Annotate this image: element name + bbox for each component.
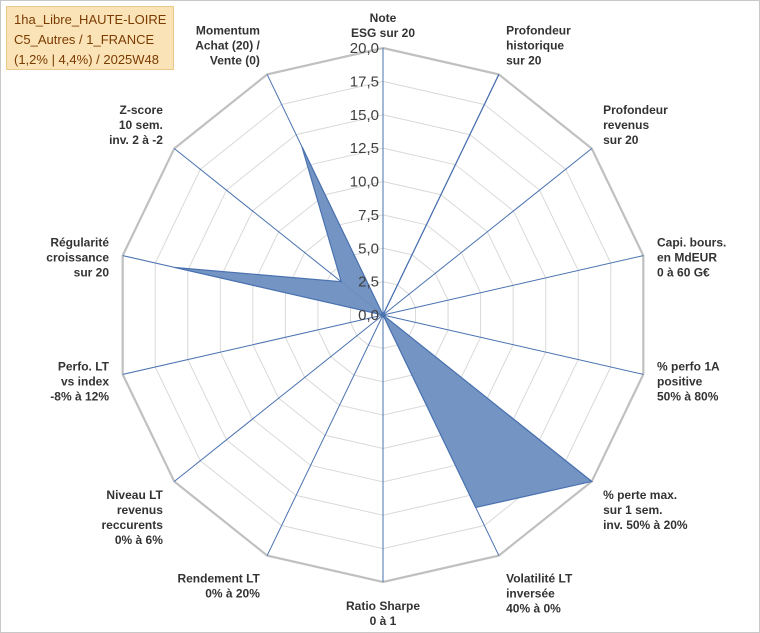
axis-label: % perte max. sur 1 sem. inv. 50% à 20%	[603, 488, 688, 532]
axis-label-line: revenus	[603, 118, 649, 132]
tick-label: 20,0	[350, 40, 379, 57]
tick-label: 15,0	[350, 107, 379, 124]
axis-labels: Note ESG sur 20 Profondeur historique sur 20…	[46, 11, 726, 628]
axis-label-line: 40% à 0%	[506, 601, 561, 615]
info-line-2: C5_Autres / 1_FRANCE	[14, 32, 155, 47]
tick-labels: 0,0 2,5 5,0 7,5 10,0 12,5 15,0 17,5 20,0	[350, 40, 379, 324]
tick-label: 5,0	[358, 240, 379, 257]
axis-label-line: en MdEUR	[657, 250, 717, 264]
axis-label-line: Perfo. LT	[58, 360, 110, 374]
axis-label-line: 0% à 20%	[205, 586, 260, 600]
axis-label: Z-score 10 sem. inv. 2 à -2	[109, 103, 163, 147]
axis-label-line: % perfo 1A	[657, 360, 720, 374]
axis-label-line: Vente (0)	[210, 54, 260, 68]
axis-label-line: positive	[657, 375, 703, 389]
axis-label-line: Profondeur	[506, 24, 571, 38]
axis-label-line: reccurents	[102, 518, 164, 532]
axis-label-line: ESG sur 20	[351, 26, 415, 40]
info-line-1: 1ha_Libre_HAUTE-LOIRE	[14, 12, 167, 27]
axis-label: Momentum Achat (20) / Vente (0)	[195, 24, 260, 68]
axis-label-line: sur 1 sem.	[603, 503, 662, 517]
tick-label: 10,0	[350, 174, 379, 191]
axis-label: Régularité croissance sur 20	[46, 235, 109, 279]
axis-label: Capi. bours. en MdEUR 0 à 60 G€	[657, 235, 726, 279]
axis-label-line: Achat (20) /	[195, 39, 260, 53]
axis-label-line: 50% à 80%	[657, 390, 719, 404]
axis-label-line: inv. 2 à -2	[109, 133, 163, 147]
axis-spoke	[382, 314, 644, 375]
axis-label: Rendement LT 0% à 20%	[177, 571, 260, 600]
axis-label: Note ESG sur 20	[351, 11, 415, 40]
axis-spoke	[382, 255, 644, 316]
axis-label: Ratio Sharpe 0 à 1	[346, 599, 420, 628]
axis-label-line: Régularité	[50, 235, 109, 249]
axis-label-line: sur 20	[603, 133, 639, 147]
axis-label-line: vs index	[61, 375, 109, 389]
axis-label-line: 0 à 60 G€	[657, 265, 710, 279]
axis-label-line: 0 à 1	[370, 614, 397, 628]
axis-label-line: 10 sem.	[119, 118, 163, 132]
axis-label-line: -8% à 12%	[50, 390, 109, 404]
axis-spoke	[382, 148, 593, 316]
axis-label-line: Capi. bours.	[657, 235, 726, 249]
axis-label-line: croissance	[46, 250, 109, 264]
axis-label-line: Volatilité LT	[506, 571, 573, 585]
axis-label-line: Note	[370, 11, 397, 25]
axis-label-line: sur 20	[74, 265, 110, 279]
axis-label: Perfo. LT vs index -8% à 12%	[50, 360, 109, 404]
info-line-3: (1,2% | 4,4%) / 2025W48	[14, 52, 160, 67]
axis-label-line: Profondeur	[603, 103, 668, 117]
axis-label-line: Niveau LT	[106, 488, 163, 502]
chart-info-box: 1ha_Libre_HAUTE-LOIRE C5_Autres / 1_FRAN…	[6, 6, 174, 70]
axis-label-line: 0% à 6%	[115, 533, 163, 547]
series-area	[174, 74, 594, 509]
axis-label: Profondeur revenus sur 20	[603, 103, 668, 147]
axis-label-line: % perte max.	[603, 488, 677, 502]
axis-label: Volatilité LT inversée 40% à 0%	[506, 571, 573, 615]
axis-label-line: inv. 50% à 20%	[603, 518, 688, 532]
tick-label: 0,0	[358, 307, 379, 324]
axis-spoke	[173, 314, 384, 482]
tick-label: 12,5	[350, 140, 379, 157]
tick-label: 2,5	[358, 274, 379, 291]
tick-label: 7,5	[358, 207, 379, 224]
axis-spoke	[122, 314, 384, 375]
axis-label-line: revenus	[117, 503, 163, 517]
axis-label-line: historique	[506, 39, 564, 53]
axis-label-line: Ratio Sharpe	[346, 599, 420, 613]
tick-label: 17,5	[350, 73, 379, 90]
axis-label-line: Rendement LT	[177, 571, 260, 585]
axis-label-line: Z-score	[120, 103, 164, 117]
axis-spoke	[266, 314, 384, 556]
axis-label: Niveau LT revenus reccurents 0% à 6%	[102, 488, 164, 547]
axis-label-line: sur 20	[506, 54, 542, 68]
axis-label-line: inversée	[506, 586, 555, 600]
axis-label-line: Momentum	[196, 24, 260, 38]
axis-label: % perfo 1A positive 50% à 80%	[657, 360, 720, 404]
axis-label: Profondeur historique sur 20	[506, 24, 571, 68]
